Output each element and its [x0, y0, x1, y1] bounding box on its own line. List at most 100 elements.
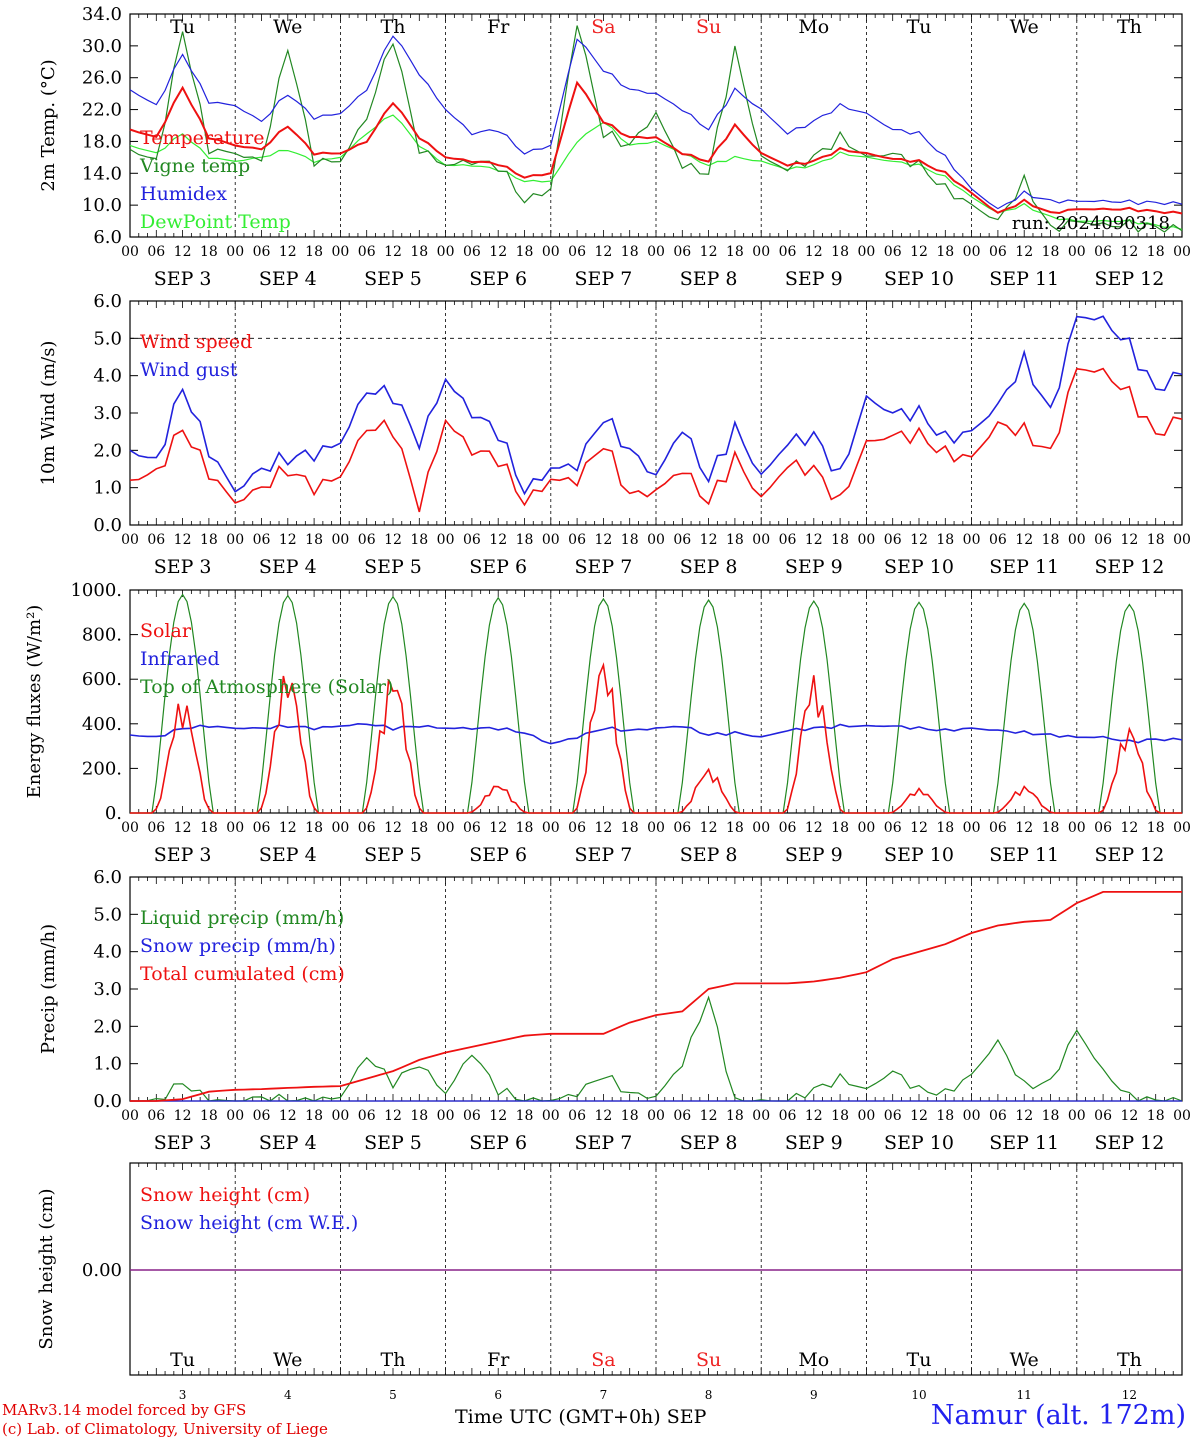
hour-tick-label: 00 [1068, 532, 1086, 548]
hour-tick-label: 18 [936, 820, 954, 836]
hour-tick-label: 12 [910, 532, 928, 548]
hour-tick-label: 06 [147, 532, 165, 548]
day-name-label: Tu [170, 1349, 195, 1371]
hour-tick-label: 00 [752, 1108, 770, 1124]
hour-tick-label: 12 [384, 820, 402, 836]
hour-tick-label: 06 [568, 820, 586, 836]
hour-tick-label: 06 [358, 1108, 376, 1124]
hour-tick-label: 00 [857, 1108, 875, 1124]
hour-tick-label: 06 [463, 244, 481, 260]
hour-tick-label: 06 [884, 1108, 902, 1124]
y-tick-label: 18.0 [82, 131, 122, 152]
hour-tick-label: 06 [253, 532, 271, 548]
hour-tick-label: 00 [542, 244, 560, 260]
series-line-liquid-precip [130, 995, 1183, 1102]
date-label: SEP 5 [364, 844, 422, 866]
hour-tick-label: 00 [226, 244, 244, 260]
date-label: SEP 10 [884, 844, 954, 866]
hour-tick-label: 12 [594, 244, 612, 260]
day-name-label: Th [381, 16, 406, 38]
hour-tick-label: 18 [831, 820, 849, 836]
hour-tick-label: 18 [831, 532, 849, 548]
legend-entry: Humidex [140, 183, 227, 205]
hour-tick-label: 18 [516, 532, 534, 548]
y-tick-label: 10.0 [82, 195, 122, 216]
y-tick-label: 2.0 [93, 440, 122, 461]
station-label: Namur (alt. 172m) [930, 1400, 1186, 1431]
legend-entry: Wind gust [140, 359, 238, 381]
day-number-label: 10 [911, 1388, 926, 1402]
hour-tick-label: 12 [174, 244, 192, 260]
hour-tick-label: 18 [305, 820, 323, 836]
hour-tick-label: 18 [200, 532, 218, 548]
day-number-label: 5 [389, 1388, 397, 1402]
hour-tick-label: 06 [463, 1108, 481, 1124]
day-name-label: Th [1117, 16, 1142, 38]
hour-tick-label: 12 [279, 820, 297, 836]
day-number-label: 6 [494, 1388, 502, 1402]
day-name-label: Th [1117, 1349, 1142, 1371]
date-label: SEP 10 [884, 1132, 954, 1154]
hour-tick-label: 06 [253, 1108, 271, 1124]
hour-tick-label: 18 [621, 1108, 639, 1124]
date-label: SEP 11 [989, 844, 1059, 866]
date-label: SEP 12 [1094, 1132, 1164, 1154]
hour-tick-label: 18 [621, 820, 639, 836]
hour-tick-label: 18 [516, 820, 534, 836]
hour-tick-label: 06 [568, 532, 586, 548]
date-label: SEP 7 [574, 1132, 632, 1154]
date-label: SEP 4 [259, 556, 317, 578]
hour-tick-label: 00 [1173, 820, 1191, 836]
date-label: SEP 9 [785, 844, 843, 866]
hour-tick-label: 00 [963, 820, 981, 836]
hour-tick-label: 12 [1015, 1108, 1033, 1124]
date-label: SEP 3 [154, 844, 212, 866]
legend-entry: Temperature [140, 127, 264, 149]
hour-tick-label: 18 [516, 1108, 534, 1124]
hour-tick-label: 12 [1015, 244, 1033, 260]
hour-tick-label: 00 [437, 1108, 455, 1124]
date-label: SEP 3 [154, 268, 212, 290]
date-label: SEP 11 [989, 1132, 1059, 1154]
hour-tick-label: 18 [305, 244, 323, 260]
hour-tick-label: 12 [489, 532, 507, 548]
hour-tick-label: 12 [489, 244, 507, 260]
hour-tick-label: 12 [805, 244, 823, 260]
hour-tick-label: 06 [989, 1108, 1007, 1124]
date-label: SEP 5 [364, 268, 422, 290]
hour-tick-label: 06 [1094, 532, 1112, 548]
hour-tick-label: 18 [726, 1108, 744, 1124]
y-tick-label: 0.00 [82, 1260, 122, 1281]
y-tick-label: 1000. [70, 580, 122, 601]
hour-tick-label: 12 [910, 1108, 928, 1124]
hour-tick-label: 06 [884, 244, 902, 260]
hour-tick-label: 12 [174, 532, 192, 548]
series-line-infrared [129, 722, 1183, 745]
legend-entry: Infrared [140, 648, 220, 670]
hour-tick-label: 06 [779, 820, 797, 836]
date-label: SEP 8 [680, 1132, 738, 1154]
day-number-label: 3 [179, 1388, 187, 1402]
hour-tick-label: 12 [1120, 820, 1138, 836]
legend-entry: Snow precip (mm/h) [140, 935, 336, 957]
hour-tick-label: 18 [1147, 532, 1165, 548]
y-tick-label: 600. [82, 669, 122, 690]
date-label: SEP 8 [680, 844, 738, 866]
hour-tick-label: 18 [1147, 820, 1165, 836]
hour-tick-label: 18 [305, 532, 323, 548]
hour-tick-label: 18 [936, 244, 954, 260]
hour-tick-label: 18 [621, 532, 639, 548]
hour-tick-label: 00 [542, 820, 560, 836]
hour-tick-label: 06 [253, 244, 271, 260]
day-name-label: Su [696, 1349, 721, 1371]
hour-tick-label: 06 [779, 244, 797, 260]
y-tick-label: 3.0 [93, 403, 122, 424]
series-line-wind-speed [129, 367, 1183, 513]
hour-tick-label: 18 [305, 1108, 323, 1124]
hour-tick-label: 18 [200, 1108, 218, 1124]
day-name-label: We [1010, 1349, 1039, 1371]
hour-tick-label: 12 [384, 532, 402, 548]
date-label: SEP 6 [469, 844, 527, 866]
legend-entry: Vigne temp [139, 155, 250, 177]
hour-tick-label: 00 [647, 1108, 665, 1124]
